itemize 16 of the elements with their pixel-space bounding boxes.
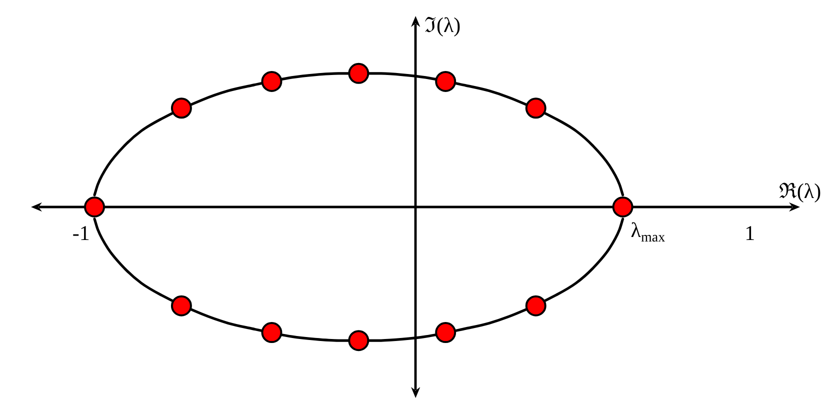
x-tick-label: 1 <box>744 221 756 246</box>
point <box>170 295 192 316</box>
point <box>261 70 282 92</box>
point <box>348 62 370 84</box>
point <box>525 295 546 316</box>
x-axis-title: ℜ(λ) <box>778 179 822 203</box>
point <box>261 322 282 344</box>
point <box>435 70 456 92</box>
point <box>612 196 634 218</box>
point <box>525 98 546 119</box>
point <box>84 196 106 218</box>
x-tick-label: -1 <box>72 221 90 246</box>
point <box>170 98 192 119</box>
point <box>435 322 456 344</box>
point <box>348 330 370 352</box>
y-axis-title: ℑ(λ) <box>424 13 461 37</box>
